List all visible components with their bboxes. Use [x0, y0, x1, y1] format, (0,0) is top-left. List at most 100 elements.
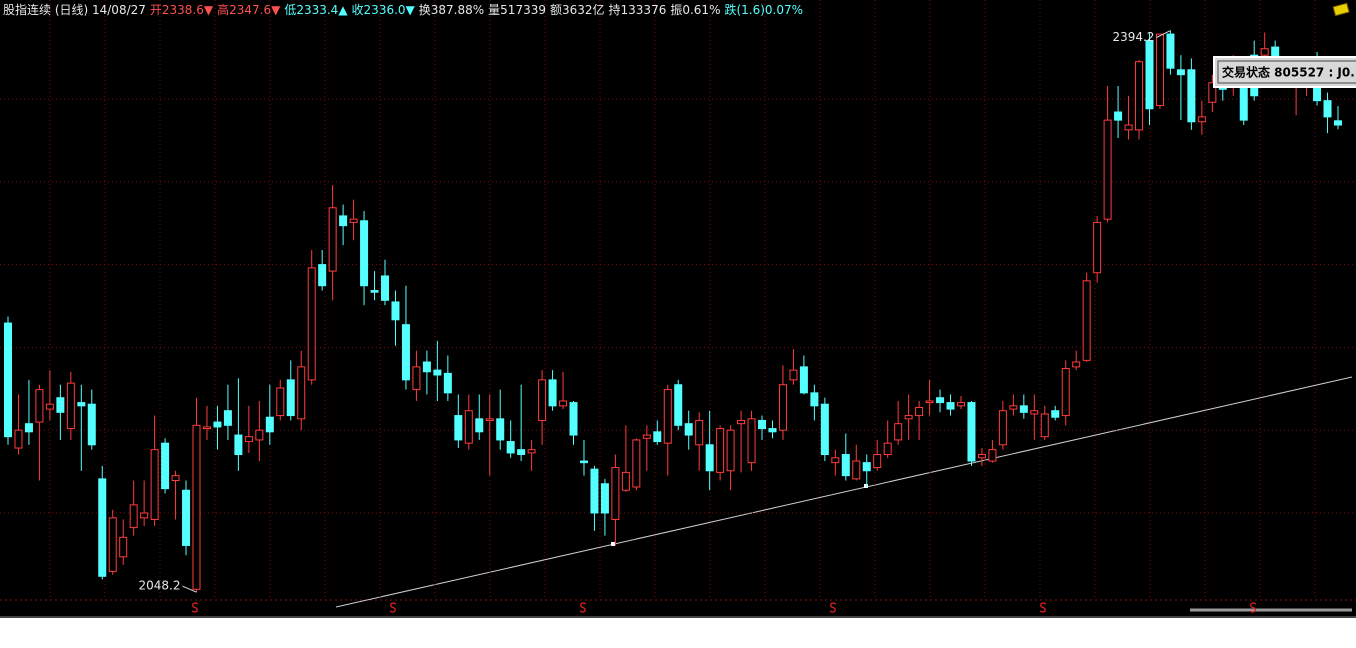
header-item: 振0.61%: [670, 3, 720, 17]
trend-point: [611, 542, 615, 546]
candle-body: [286, 379, 295, 417]
candle-body: [1114, 111, 1123, 121]
candle-body: [768, 428, 777, 433]
candle-body: [1323, 100, 1332, 118]
candle-body: [716, 428, 725, 473]
max-label: 2394.2: [1112, 30, 1154, 44]
candle-body: [108, 517, 117, 572]
candle-body: [820, 403, 829, 456]
candle-body: [873, 454, 882, 469]
candle-body: [904, 415, 913, 420]
candle-body: [517, 449, 526, 456]
header-item: 换387.88%: [419, 3, 484, 17]
header: 股指连续 (日线) 14/08/27 开2338.6▼ 高2347.6▼ 低2333.…: [3, 2, 803, 17]
candle-body: [946, 402, 955, 410]
plot-background: [0, 0, 1356, 618]
header-item: 量517339: [488, 3, 546, 17]
candle-body: [318, 264, 327, 287]
candle-body: [1334, 120, 1342, 126]
candle-body: [381, 275, 390, 301]
candle-body: [726, 429, 735, 472]
candle-body: [1103, 119, 1112, 220]
candle-body: [1009, 405, 1018, 410]
candle-body: [485, 418, 494, 421]
candle-body: [925, 400, 934, 404]
candle-body: [1135, 61, 1144, 131]
candle-body: [1124, 124, 1133, 131]
popup-text: 交易状态 805527 : J0.: [1222, 65, 1355, 80]
header-item: 高2347.6▼: [217, 2, 281, 17]
min-leader: [182, 585, 197, 593]
candle-body: [831, 457, 840, 464]
header-item: 跌(1.6)0.07%: [724, 2, 803, 17]
candle-body: [129, 504, 138, 529]
candle-body: [758, 419, 767, 430]
candle-body: [548, 379, 557, 407]
candle-body: [265, 416, 274, 433]
candle-body: [810, 392, 819, 407]
candle-body: [66, 382, 75, 430]
candle-body: [213, 421, 222, 428]
candle-body: [77, 402, 86, 407]
candle-body: [778, 384, 787, 431]
candle-body: [349, 218, 358, 223]
header-item: 额3632亿: [550, 2, 605, 17]
candle-body: [611, 467, 620, 520]
event-icons: [191, 602, 1257, 613]
candle-body: [496, 418, 505, 441]
candle-body: [1155, 33, 1164, 107]
popup: 交易状态 805527 : J0.: [1213, 56, 1356, 88]
candle-body: [852, 460, 861, 480]
candle-body: [454, 415, 463, 441]
candle-body: [433, 369, 442, 376]
candle-body: [297, 366, 306, 420]
candle-body: [391, 301, 400, 321]
candle-body: [119, 536, 128, 558]
candle-body: [915, 406, 924, 417]
candle-body: [98, 478, 107, 577]
candle-body: [674, 384, 683, 426]
candle-body: [506, 441, 515, 454]
header-item: 收2336.0▼: [352, 3, 416, 17]
candle-body: [150, 449, 159, 520]
candle-body: [883, 442, 892, 456]
candle-body: [1208, 82, 1217, 103]
candle-body: [1260, 48, 1269, 56]
candle-body: [747, 418, 756, 464]
candle-body: [475, 418, 484, 433]
candle-body: [234, 434, 243, 456]
candle-body: [307, 267, 316, 381]
candle-body: [182, 489, 191, 546]
candle-body: [412, 366, 421, 391]
candle-body: [569, 402, 578, 436]
candle-body: [799, 366, 808, 394]
candle-body: [862, 462, 871, 472]
candle-body: [1145, 40, 1154, 110]
candle-body: [841, 454, 850, 477]
candle-body: [14, 429, 23, 449]
candle-body: [998, 410, 1007, 446]
candle-body: [967, 402, 976, 462]
status-icon: [1332, 2, 1350, 17]
candle-body: [255, 429, 264, 441]
candle-body: [1176, 69, 1185, 76]
candle-body: [24, 423, 33, 433]
candle-body: [600, 483, 609, 514]
candle-body: [1072, 361, 1081, 368]
candle-body: [632, 439, 641, 488]
candle-body: [977, 454, 986, 459]
header-item: 股指连续 (日线) 14/08/27: [3, 2, 146, 17]
candle-body: [789, 369, 798, 381]
candle-body: [695, 419, 704, 446]
header-item: 开2338.6▼: [150, 3, 214, 17]
candle-body: [936, 397, 945, 404]
candle-body: [705, 444, 714, 472]
candle-body: [527, 449, 536, 454]
candle-body: [202, 426, 211, 430]
candle-body: [1187, 69, 1196, 123]
candle-body: [538, 379, 547, 421]
candle-body: [1040, 413, 1049, 438]
candle-body: [339, 215, 348, 227]
